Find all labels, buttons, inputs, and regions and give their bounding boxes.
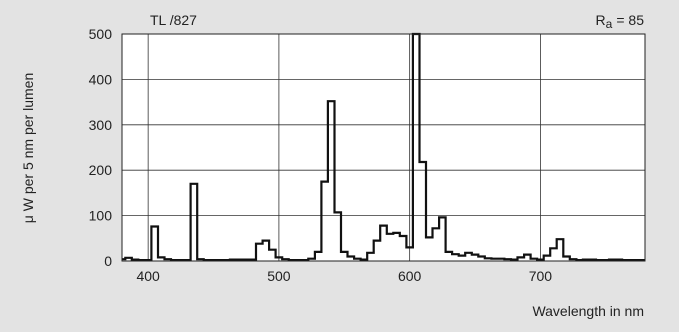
x-tick-label: 400 bbox=[136, 268, 160, 284]
x-axis-label: Wavelength in nm bbox=[532, 303, 644, 319]
plot-background bbox=[122, 34, 645, 261]
ra-symbol: R bbox=[596, 12, 606, 28]
spectrum-line bbox=[122, 32, 645, 262]
plot-border bbox=[121, 33, 646, 262]
y-tick-label: 0 bbox=[104, 253, 112, 269]
chart-title: TL /827 bbox=[150, 12, 197, 28]
y-tick-label: 500 bbox=[89, 26, 113, 42]
ra-subscript: a bbox=[606, 17, 613, 31]
y-tick-label: 200 bbox=[89, 162, 113, 178]
y-tick-label: 300 bbox=[89, 117, 113, 133]
tick-labels: 0 100 200 300 400 500 400 500 600 700 bbox=[89, 26, 553, 284]
x-tick-label: 500 bbox=[267, 268, 291, 284]
y-axis-label: μ W per 5 nm per lumen bbox=[20, 73, 36, 223]
grid bbox=[122, 34, 645, 261]
y-tick-label: 400 bbox=[89, 71, 113, 87]
x-tick-label: 600 bbox=[398, 268, 422, 284]
ra-annotation: Ra = 85 bbox=[596, 12, 645, 31]
x-tick-label: 700 bbox=[529, 268, 553, 284]
ra-value: = 85 bbox=[616, 12, 644, 28]
y-tick-label: 100 bbox=[89, 208, 113, 224]
series-layer bbox=[122, 32, 645, 262]
